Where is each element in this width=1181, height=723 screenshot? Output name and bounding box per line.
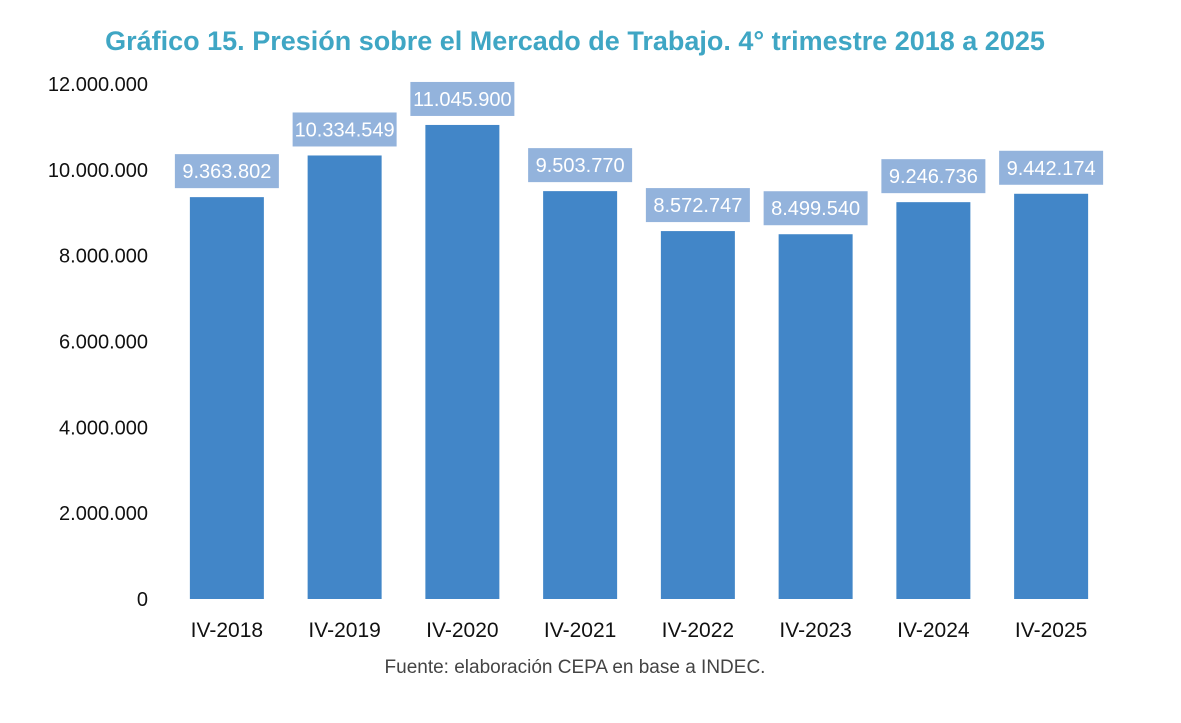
bar-iv-2022 [660,231,735,599]
bar-iv-2018 [189,197,264,599]
bar-iv-2020 [425,124,500,600]
y-tick-label: 10.000.000 [48,160,148,182]
bar-iv-2025 [1014,193,1089,599]
bar-iv-2019 [307,155,382,600]
data-label-iv-2020: 11.045.900 [410,81,515,116]
data-label-text: 8.499.540 [771,198,860,220]
data-label-iv-2022: 8.572.747 [645,188,750,223]
data-label-box [174,154,279,189]
y-tick-label: 12.000.000 [48,74,148,96]
data-label-box [292,112,397,147]
x-tick-label: IV-2021 [544,619,616,642]
data-label-text: 9.246.736 [889,166,978,188]
data-label-iv-2023: 8.499.540 [763,191,868,226]
data-label-iv-2025: 9.442.174 [999,150,1104,185]
y-tick-label: 8.000.000 [59,246,148,268]
data-label-iv-2019: 10.334.549 [292,112,397,147]
x-tick-label: IV-2025 [1015,619,1087,642]
data-label-iv-2018: 9.363.802 [174,154,279,189]
x-tick-label: IV-2023 [779,619,851,642]
data-label-box [528,148,633,183]
data-label-text: 10.334.549 [295,119,395,141]
data-label-box [999,150,1104,185]
source-note: Fuente: elaboración CEPA en base a INDEC… [384,657,766,678]
y-tick-label: 0 [137,589,148,611]
data-label-text: 11.045.900 [413,89,512,111]
y-tick-label: 4.000.000 [59,417,148,439]
x-tick-label: IV-2020 [426,619,498,642]
x-tick-label: IV-2022 [662,619,734,642]
chart-title: Gráfico 15. Presión sobre el Mercado de … [105,26,1045,56]
y-tick-label: 6.000.000 [59,332,148,354]
bar-iv-2023 [778,234,853,599]
data-label-box [763,191,868,226]
data-label-text: 9.363.802 [182,161,271,183]
x-axis: IV-2018 IV-2019 IV-2020 IV-2021 IV-2022 IV-20… [191,619,1088,642]
x-tick-label: IV-2024 [897,619,970,642]
data-label-iv-2024: 9.246.736 [881,159,986,194]
bar-iv-2024 [896,202,971,599]
data-label-box [410,81,515,116]
data-labels: 9.363.802 10.334.549 11.045.900 9.503.770 8.… [174,81,1104,226]
data-label-box [881,159,986,194]
data-label-text: 9.503.770 [536,155,625,177]
data-label-text: 9.442.174 [1007,158,1096,180]
data-label-box [645,188,750,223]
x-tick-label: IV-2018 [191,619,263,642]
x-tick-label: IV-2019 [308,619,380,642]
data-label-iv-2021: 9.503.770 [528,148,633,183]
bars [189,124,1089,600]
y-tick-label: 2.000.000 [59,503,148,525]
data-label-text: 8.572.747 [653,195,742,217]
bar-iv-2021 [543,191,618,599]
y-axis: 0 2.000.000 4.000.000 6.000.000 8.000.000 10.… [48,74,148,611]
